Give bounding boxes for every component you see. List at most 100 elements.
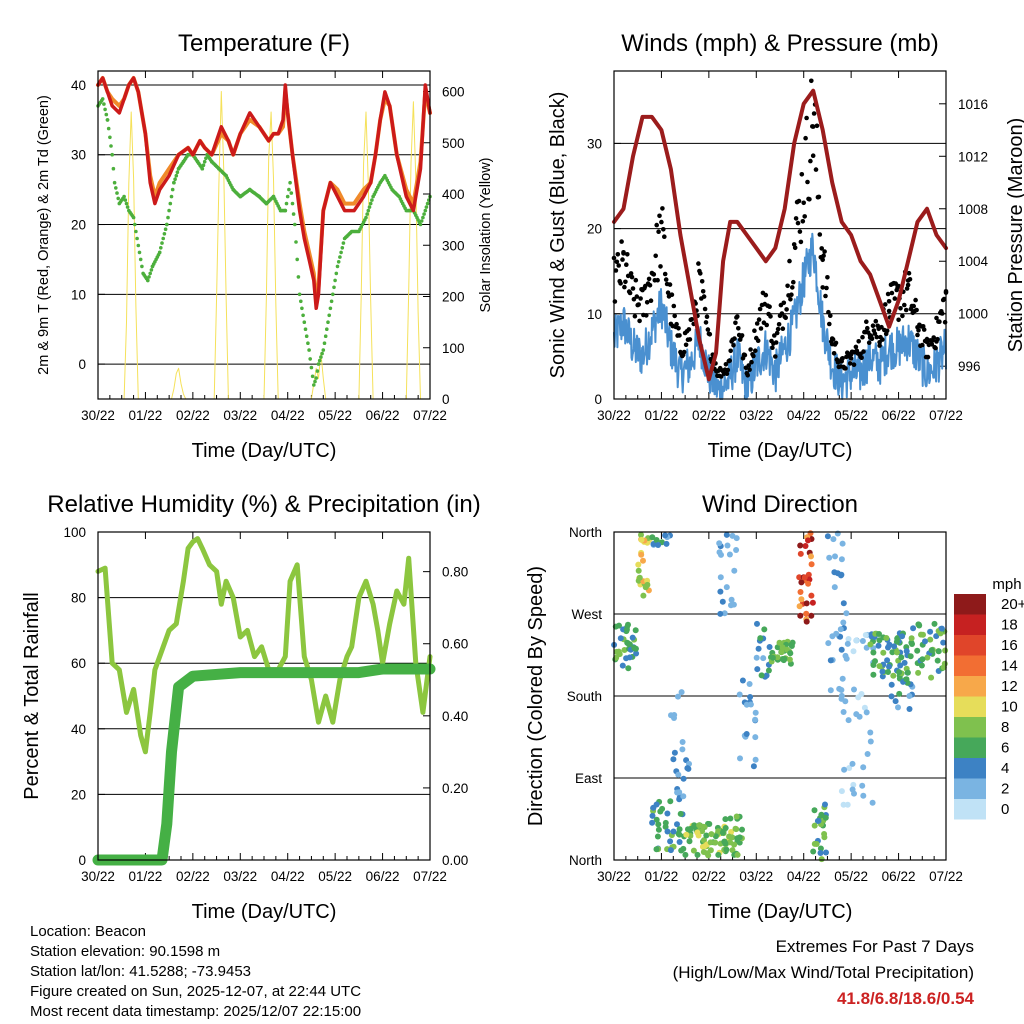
wind-direction-point [726, 833, 733, 840]
wind-direction-point [786, 656, 793, 663]
y-tick-label: North [569, 525, 602, 540]
wind-gust-point [813, 167, 819, 172]
y-tick-label: East [575, 771, 602, 786]
wind-gust-point [880, 337, 885, 342]
wind-direction-point [833, 630, 840, 637]
wind-gust-point [825, 275, 830, 280]
wind-gust-point [903, 307, 909, 313]
dewpoint-point [174, 173, 179, 178]
wind-direction-point [797, 550, 804, 557]
wind-gust-point [676, 326, 681, 331]
dewpoint-point [162, 232, 167, 236]
wind-gust-point [840, 356, 845, 361]
wind-gust-point [811, 111, 817, 116]
wind-gust-point [773, 354, 778, 359]
wind-gust-point [636, 302, 641, 307]
dewpoint-point [116, 196, 120, 201]
y2-tick-label: 100 [442, 341, 465, 356]
wind-gust-point [683, 342, 689, 348]
wind-direction-point [842, 698, 849, 705]
wind-gust-point [830, 337, 836, 342]
wind-gust-point [677, 333, 682, 338]
wind-direction-point [723, 846, 730, 853]
wind-direction-point [840, 600, 847, 607]
wind-gust-point [775, 326, 781, 332]
plot-border [613, 531, 947, 861]
wind-gust-point [931, 335, 936, 340]
wind-gust-point [889, 290, 895, 296]
wind-direction-point [919, 656, 926, 663]
wind-gust-point [752, 328, 757, 334]
wind-direction-point [708, 831, 715, 838]
wind-direction-point [803, 618, 810, 625]
dewpoint-point [320, 351, 324, 356]
wind-direction-point [811, 807, 818, 814]
wind-direction-point [727, 815, 734, 822]
wind-direction-point [769, 654, 776, 661]
wind-direction-point [682, 851, 689, 858]
y2-tick-label: 400 [442, 187, 465, 202]
dewpoint-point [115, 191, 119, 195]
wind-direction-point [928, 674, 935, 681]
wind-direction-point [690, 847, 697, 854]
wind-direction-point [632, 627, 639, 634]
wind-direction-point [845, 717, 852, 724]
wind-gust-point [731, 343, 736, 348]
dewpoint-point [321, 348, 326, 352]
wind-direction-point [663, 540, 670, 547]
dewpoint-point [200, 166, 205, 171]
dewpoint-point [100, 97, 105, 101]
dewpoint-point [160, 241, 164, 245]
wind-direction-point [683, 831, 690, 838]
wind-gust-point [776, 322, 782, 327]
wind-gust-point [703, 320, 709, 325]
dewpoint-point [367, 205, 372, 209]
wind-direction-point [670, 756, 677, 763]
wind-direction-point [824, 533, 831, 540]
wind-gust-point [735, 314, 740, 319]
wind-gust-point [718, 374, 724, 379]
wind-direction-point [674, 821, 680, 828]
legend-label: 6 [1001, 740, 1009, 757]
x-tick-label: 04/22 [271, 408, 305, 423]
dewpoint-point [338, 255, 342, 259]
y2-tick-label: 1012 [958, 149, 988, 164]
wind-gust-point [614, 259, 620, 265]
wind-direction-point [638, 551, 645, 558]
wind-direction-point [863, 709, 870, 716]
wind-direction-point [809, 599, 816, 606]
wind-direction-point [703, 832, 710, 839]
dewpoint-point [165, 222, 169, 227]
wind-gust-point [616, 263, 621, 268]
wind-gust-point [859, 355, 864, 361]
wind-gust-point [725, 367, 731, 373]
wind-gust-point [628, 271, 634, 276]
wind-direction-point [640, 557, 646, 564]
wind-direction-point [774, 644, 781, 651]
dewpoint-point [103, 107, 107, 112]
wind-gust-point [791, 279, 796, 285]
dewpoint-point [422, 212, 426, 216]
x-axis-label: Time (Day/UTC) [192, 901, 337, 923]
x-tick-label: 07/22 [413, 408, 447, 423]
wind-direction-point [787, 650, 794, 657]
chart-title: Winds (mph) & Pressure (mb) [621, 30, 938, 57]
wind-direction-point [915, 621, 922, 628]
y2-tick-label: 0.80 [442, 565, 468, 580]
wind-direction-point [798, 596, 805, 603]
x-tick-label: 03/22 [739, 869, 773, 884]
dewpoint-point [328, 306, 333, 311]
x-tick-label: 03/22 [223, 869, 257, 884]
y2-tick-label: 1016 [958, 97, 988, 112]
wind-direction-point [719, 598, 726, 605]
wind-direction-point [831, 584, 838, 591]
wind-direction-point [896, 690, 903, 697]
wind-gust-point [764, 322, 769, 328]
wind-gust-point [739, 333, 745, 338]
wind-gust-point [625, 252, 630, 257]
wind-direction-point [853, 637, 860, 644]
wind-direction-point [694, 829, 701, 836]
y-axis-label: 2m & 9m T (Red, Orange) & 2m Td (Green) [36, 95, 52, 375]
wind-direction-point [671, 715, 677, 721]
y2-tick-label: 0.40 [442, 709, 468, 724]
